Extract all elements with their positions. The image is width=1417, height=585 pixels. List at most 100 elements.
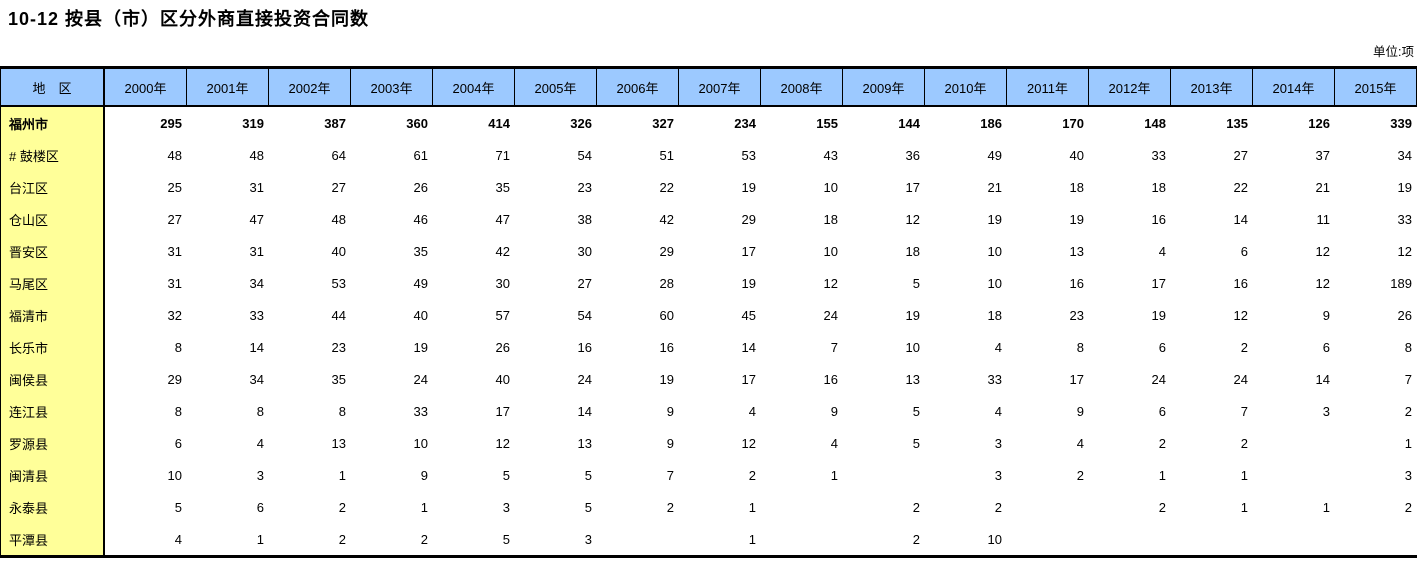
table-row: 马尾区 31 34 53 49 30 27 28 19 12 5 10 16 17 16 12 189 bbox=[0, 267, 1417, 299]
value-cell: 53 bbox=[741, 147, 756, 163]
region-label: 闽侯县 bbox=[0, 363, 105, 395]
value-cell: 2 bbox=[994, 499, 1002, 515]
value-cell: 6 bbox=[1322, 339, 1330, 355]
table-row: 永泰县 5 6 2 1 3 5 2 1 2 2 2 1 1 2 bbox=[0, 491, 1417, 523]
year-header-2007: 2007年 bbox=[679, 69, 761, 105]
region-label: 闽清县 bbox=[0, 459, 105, 491]
value-cell: 2 bbox=[1158, 435, 1166, 451]
value-cell: 29 bbox=[167, 371, 182, 387]
value-cell: 4 bbox=[994, 339, 1002, 355]
value-cell: 5 bbox=[912, 435, 920, 451]
value-cell: 16 bbox=[1151, 211, 1166, 227]
value-cell: 4 bbox=[1158, 243, 1166, 259]
value-cell: 234 bbox=[734, 115, 756, 131]
value-cell: 17 bbox=[1069, 371, 1084, 387]
value-cell: 1 bbox=[1322, 499, 1330, 515]
value-cell: 148 bbox=[1144, 115, 1166, 131]
value-cell: 17 bbox=[905, 179, 920, 195]
value-cell: 21 bbox=[987, 179, 1002, 195]
table-row: 长乐市 8 14 23 19 26 16 16 14 7 10 4 8 6 2 6 8 bbox=[0, 331, 1417, 363]
table-row: 福清市 32 33 44 40 57 54 60 45 24 19 18 23 19 12 9 26 bbox=[0, 299, 1417, 331]
value-cell bbox=[1335, 523, 1417, 555]
value-cell: 37 bbox=[1315, 147, 1330, 163]
value-cell: 33 bbox=[1397, 211, 1412, 227]
year-header-2001: 2001年 bbox=[187, 69, 269, 105]
value-cell: 4 bbox=[748, 403, 756, 419]
value-cell: 17 bbox=[1151, 275, 1166, 291]
region-label: 长乐市 bbox=[0, 331, 105, 363]
value-cell: 54 bbox=[577, 307, 592, 323]
value-cell: 2 bbox=[1404, 499, 1412, 515]
value-cell: 2 bbox=[1240, 435, 1248, 451]
value-cell: 13 bbox=[1069, 243, 1084, 259]
year-header-2003: 2003年 bbox=[351, 69, 433, 105]
value-cell: 54 bbox=[577, 147, 592, 163]
value-cell: 16 bbox=[577, 339, 592, 355]
value-cell: 7 bbox=[830, 339, 838, 355]
value-cell: 24 bbox=[1233, 371, 1248, 387]
value-cell: 5 bbox=[584, 467, 592, 483]
value-cell: 48 bbox=[331, 211, 346, 227]
value-cell: 1 bbox=[1158, 467, 1166, 483]
value-cell bbox=[1171, 523, 1253, 555]
region-label: 永泰县 bbox=[0, 491, 105, 523]
value-cell: 387 bbox=[324, 115, 346, 131]
value-cell: 24 bbox=[823, 307, 838, 323]
value-cell: 126 bbox=[1308, 115, 1330, 131]
value-cell bbox=[761, 523, 843, 555]
value-cell: 19 bbox=[1397, 179, 1412, 195]
value-cell: 40 bbox=[495, 371, 510, 387]
table-row: 罗源县 6 4 13 10 12 13 9 12 4 5 3 4 2 2 1 bbox=[0, 427, 1417, 459]
region-label: # 鼓楼区 bbox=[0, 139, 105, 171]
year-header-2004: 2004年 bbox=[433, 69, 515, 105]
region-label: 台江区 bbox=[0, 171, 105, 203]
value-cell: 23 bbox=[577, 179, 592, 195]
value-cell: 10 bbox=[987, 243, 1002, 259]
value-cell: 17 bbox=[741, 371, 756, 387]
value-cell: 6 bbox=[1158, 403, 1166, 419]
value-cell: 33 bbox=[987, 371, 1002, 387]
value-cell: 326 bbox=[570, 115, 592, 131]
region-label: 平潭县 bbox=[0, 523, 105, 555]
value-cell: 27 bbox=[331, 179, 346, 195]
value-cell: 27 bbox=[167, 211, 182, 227]
value-cell: 12 bbox=[495, 435, 510, 451]
value-cell: 14 bbox=[577, 403, 592, 419]
region-label: 连江县 bbox=[0, 395, 105, 427]
value-cell: 13 bbox=[905, 371, 920, 387]
value-cell: 9 bbox=[420, 467, 428, 483]
value-cell: 2 bbox=[338, 499, 346, 515]
value-cell: 16 bbox=[1233, 275, 1248, 291]
value-cell: 170 bbox=[1062, 115, 1084, 131]
year-header-2002: 2002年 bbox=[269, 69, 351, 105]
value-cell: 27 bbox=[577, 275, 592, 291]
value-cell: 40 bbox=[331, 243, 346, 259]
value-cell: 2 bbox=[1076, 467, 1084, 483]
value-cell: 135 bbox=[1226, 115, 1248, 131]
value-cell: 23 bbox=[1069, 307, 1084, 323]
value-cell: 3 bbox=[1404, 467, 1412, 483]
value-cell: 40 bbox=[413, 307, 428, 323]
year-header-2012: 2012年 bbox=[1089, 69, 1171, 105]
value-cell: 7 bbox=[1404, 371, 1412, 387]
value-cell: 24 bbox=[577, 371, 592, 387]
table-row: 福州市 295 319 387 360 414 326 327 234 155 144 186 170 1… bbox=[0, 107, 1417, 139]
value-cell: 1 bbox=[1404, 435, 1412, 451]
value-cell: 14 bbox=[741, 339, 756, 355]
value-cell: 18 bbox=[905, 243, 920, 259]
year-header-2014: 2014年 bbox=[1253, 69, 1335, 105]
table-header-row: 地 区 2000年 2001年 2002年 2003年 2004年 2005年 2006年 2… bbox=[0, 69, 1417, 107]
value-cell: 10 bbox=[413, 435, 428, 451]
year-header-2008: 2008年 bbox=[761, 69, 843, 105]
value-cell: 22 bbox=[1233, 179, 1248, 195]
value-cell: 23 bbox=[331, 339, 346, 355]
value-cell bbox=[1253, 427, 1335, 459]
value-cell: 9 bbox=[830, 403, 838, 419]
value-cell: 34 bbox=[1397, 147, 1412, 163]
region-label: 仓山区 bbox=[0, 203, 105, 235]
year-header-2005: 2005年 bbox=[515, 69, 597, 105]
region-label: 晋安区 bbox=[0, 235, 105, 267]
value-cell: 189 bbox=[1390, 275, 1412, 291]
year-header-2006: 2006年 bbox=[597, 69, 679, 105]
value-cell: 33 bbox=[413, 403, 428, 419]
